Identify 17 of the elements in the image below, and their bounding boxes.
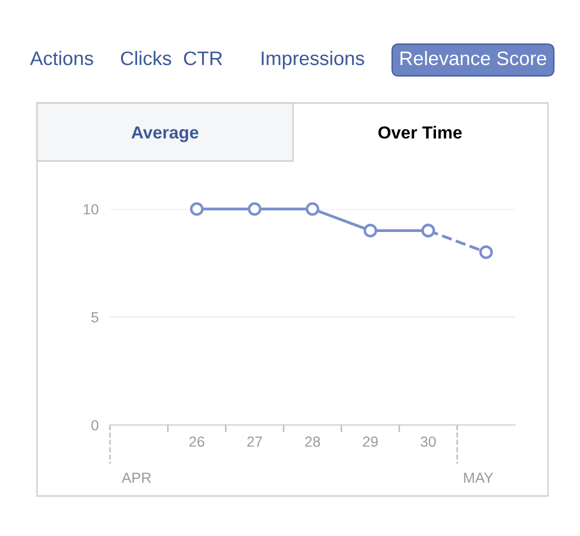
x-tick-label: 26 [189, 436, 204, 447]
text: Relevance Score [400, 50, 546, 66]
x-tick-label: 30 [420, 436, 436, 447]
y-tick-label: 0 [91, 420, 98, 430]
text: Average [132, 126, 198, 142]
x-tick-label: 29 [362, 436, 378, 447]
text: APR [122, 472, 151, 483]
text: MAY [464, 472, 494, 483]
y-tick-label: 10 [84, 204, 98, 214]
x-tick-label: 27 [247, 436, 262, 447]
text: CTR [184, 51, 222, 66]
text: Actions [30, 50, 94, 66]
x-tick-label: 28 [305, 436, 320, 447]
text: Over Time [378, 126, 462, 139]
text: Impressions [262, 50, 364, 70]
text: Clicks [120, 50, 172, 66]
y-tick-label: 5 [91, 312, 98, 322]
